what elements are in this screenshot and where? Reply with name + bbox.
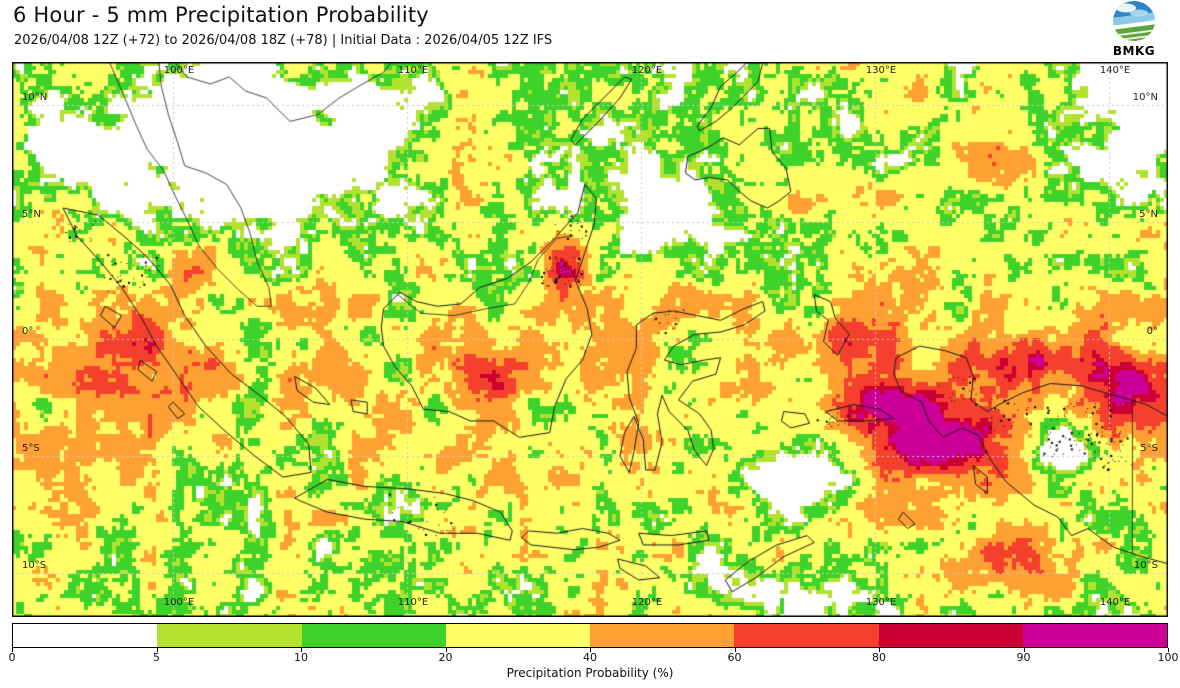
colorbar-segment-80-90	[878, 624, 1023, 647]
colorbar-tick-label: 90	[1016, 651, 1031, 664]
colorbar-segment-20-40	[445, 624, 590, 647]
lon-label-top: 120°E	[631, 65, 663, 76]
colorbar-segment-40-60	[590, 624, 735, 647]
colorbar-tick-label: 60	[727, 651, 742, 664]
lon-label-bottom: 100°E	[163, 597, 195, 608]
colorbar-tick-label: 10	[294, 651, 308, 664]
bmkg-logo: BMKG	[1102, 0, 1166, 58]
colorbar-tickmark	[590, 648, 591, 652]
lat-label-right: 5°N	[1139, 209, 1158, 221]
lat-label-right: 5°S	[1140, 443, 1158, 455]
lat-label-left: 10°S	[22, 560, 47, 571]
colorbar-segment-90-100	[1022, 624, 1167, 647]
colorbar-label: Precipitation Probability (%)	[506, 666, 674, 680]
colorbar-tick-label: 20	[438, 651, 453, 664]
colorbar-segment-60-80	[734, 624, 879, 647]
precipitation-map: 100°E 100°E 110°E 110°E 120°E 120°E 130°E 130°E…	[12, 62, 1168, 617]
colorbar-tickmark	[879, 648, 880, 652]
lon-label-top: 130°E	[865, 65, 897, 76]
colorbar-tick-label: 100	[1157, 651, 1179, 664]
lat-label-left: 5°S	[22, 443, 40, 455]
lon-label-top: 100°E	[163, 65, 195, 76]
bmkg-globe-icon	[1113, 1, 1155, 41]
lat-label-right: 10°N	[1132, 92, 1158, 104]
lat-label-right: 10°S	[1133, 560, 1158, 571]
colorbar-tickmark	[1168, 648, 1169, 652]
lon-label-bottom: 130°E	[865, 597, 897, 608]
colorbar-segment-0-5	[13, 624, 158, 647]
colorbar-tick-label: 0	[8, 651, 16, 664]
colorbar-tickmark	[156, 648, 158, 652]
lat-label-left: 5°N	[22, 209, 41, 221]
colorbar-gradient	[12, 623, 1168, 648]
colorbar-tickmark	[301, 648, 302, 652]
colorbar-tick-label: 5	[153, 651, 160, 664]
lon-label-bottom: 110°E	[397, 597, 429, 608]
lon-label-bottom: 140°E	[1099, 597, 1131, 608]
precipitation-map-canvas	[12, 62, 1168, 617]
lat-label-left: 10°N	[22, 92, 48, 104]
colorbar-tick-label: 40	[583, 651, 597, 664]
page-subtitle: 2026/04/08 12Z (+72) to 2026/04/08 18Z (…	[14, 33, 553, 48]
lon-label-bottom: 120°E	[631, 597, 663, 608]
colorbar-ticks: 0 5 10 20 40 60 80 90 100	[8, 648, 1179, 665]
colorbar-tickmark	[12, 648, 13, 652]
colorbar-tickmark	[445, 648, 447, 652]
colorbar-tickmark	[734, 648, 736, 652]
colorbar: 0 5 10 20 40 60 80 90 100 Precipitation Probabil…	[8, 623, 1179, 680]
colorbar-tick-label: 80	[872, 651, 886, 664]
page-title: 6 Hour - 5 mm Precipitation Probability	[13, 3, 429, 27]
bmkg-logo-text: BMKG	[1112, 44, 1156, 58]
colorbar-segment-5-10	[157, 624, 302, 647]
lat-label-right: 0°	[1146, 326, 1158, 338]
colorbar-tickmark	[1023, 648, 1025, 652]
colorbar-segment-10-20	[301, 624, 446, 647]
lon-label-top: 110°E	[397, 65, 429, 76]
lat-label-left: 0°	[22, 326, 34, 338]
lon-label-top: 140°E	[1099, 65, 1131, 76]
